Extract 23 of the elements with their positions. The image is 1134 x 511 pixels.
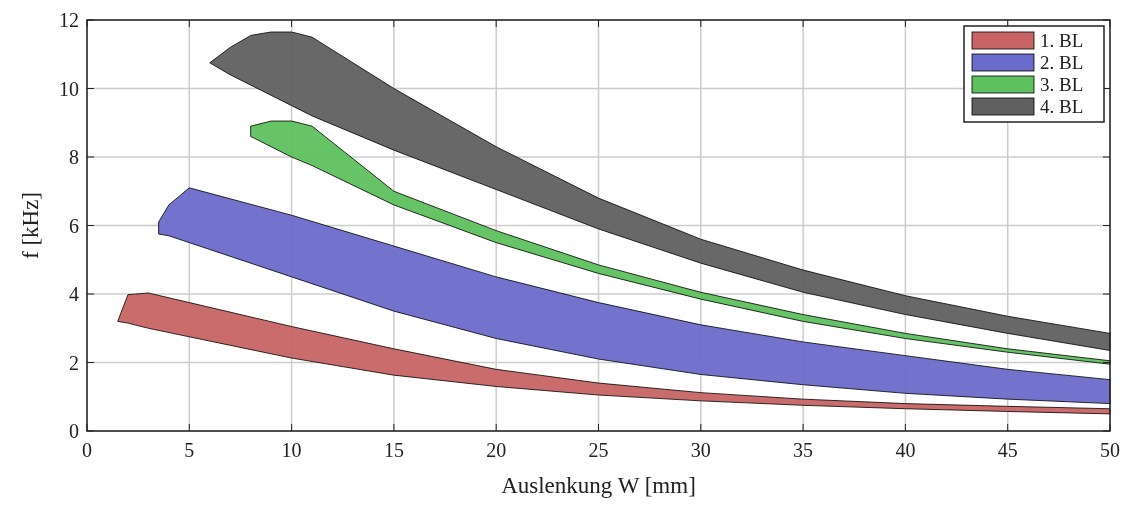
x-tick-label: 50: [1100, 439, 1120, 461]
legend-label: 1. BL: [1040, 30, 1084, 51]
y-axis-title: f [kHz]: [18, 191, 43, 260]
y-tick-label: 6: [69, 214, 79, 237]
y-tick-label: 4: [69, 283, 79, 305]
legend-label: 3. BL: [1040, 74, 1084, 95]
x-tick-label: 20: [486, 439, 507, 461]
x-tick-label: 45: [997, 439, 1018, 461]
y-tick-label: 8: [69, 146, 79, 168]
legend-label: 2. BL: [1040, 52, 1084, 73]
x-tick-label: 10: [281, 439, 302, 461]
x-tick-label: 5: [184, 439, 195, 461]
x-axis-title: Auslenkung W [mm]: [501, 473, 696, 498]
x-tick-label: 15: [383, 439, 404, 461]
y-tick-label: 0: [69, 420, 79, 442]
x-tick-label: 40: [895, 439, 916, 461]
x-tick-label: 30: [690, 439, 711, 461]
y-tick-label: 2: [69, 351, 79, 374]
y-tick-label: 12: [59, 9, 79, 31]
y-tick-label: 10: [59, 77, 79, 100]
legend-label: 4. BL: [1040, 96, 1084, 117]
x-tick-label: 25: [588, 439, 609, 461]
x-tick-label: 35: [793, 439, 814, 461]
